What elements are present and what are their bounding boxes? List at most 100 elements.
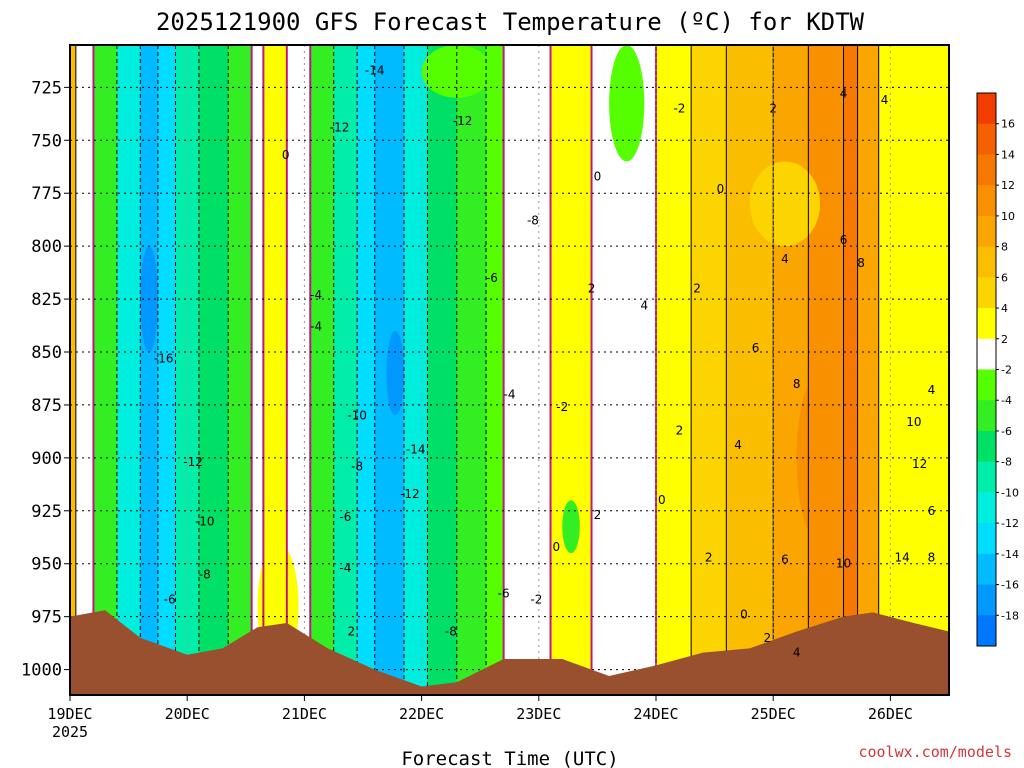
contour-label-15: 8 (857, 256, 865, 270)
contour-label-24: -2 (556, 400, 568, 414)
x-tick-label-0: 19DEC (47, 705, 92, 723)
chart-title: 2025121900 GFS Forecast Temperature (ºC)… (156, 8, 865, 36)
y-tick-label-3: 800 (31, 237, 62, 257)
temperature-band-12 (310, 45, 335, 695)
colorbar-label-7: 2 (1001, 333, 1008, 346)
colorbar-label-2: 12 (1001, 179, 1015, 192)
temperature-band-7 (198, 45, 229, 695)
temperature-band-20 (503, 45, 552, 695)
x-axis-label: Forecast Time (UTC) (401, 748, 618, 768)
colorbar-label-16: -18 (1001, 609, 1019, 622)
contour-label-11: 4 (640, 298, 648, 312)
colorbar-swatch-7 (977, 308, 996, 340)
contour-label-30: -14 (406, 442, 426, 456)
temperature-band-5 (157, 45, 176, 695)
contour-label-38: -10 (195, 514, 215, 528)
colorbar-swatch-13 (977, 492, 996, 524)
temperature-band-2 (93, 45, 118, 695)
contour-label-22: 8 (793, 377, 801, 391)
colorbar-swatch-3 (977, 185, 996, 217)
temperature-band-29 (857, 45, 880, 695)
y-tick-label-0: 725 (31, 78, 62, 98)
contour-label-48: -6 (164, 593, 176, 607)
contour-label-6: -2 (673, 102, 685, 116)
contour-label-37: 6 (928, 504, 936, 518)
y-tick-label-6: 875 (31, 396, 62, 416)
colorbar-swatch-4 (977, 215, 996, 248)
temperature-band-1 (75, 45, 94, 695)
temperature-band-0 (70, 45, 77, 695)
temperature-cell-6 (609, 45, 645, 162)
y-tick-label-5: 850 (31, 343, 62, 363)
temperature-band-26 (773, 45, 809, 695)
y-tick-label-7: 900 (31, 449, 62, 469)
colorbar-swatch-2 (977, 154, 996, 186)
temperature-cell-0 (386, 330, 405, 416)
x-tick-label-6: 25DEC (751, 705, 796, 723)
colorbar-swatch-14 (977, 523, 996, 555)
contour-label-52: 2 (347, 624, 355, 638)
colorbar-label-9: -4 (1001, 394, 1012, 407)
contour-label-49: -6 (498, 586, 510, 600)
contour-label-7: 2 (769, 102, 777, 116)
x-tick-label-4: 23DEC (516, 705, 561, 723)
colorbar-label-10: -6 (1001, 425, 1012, 438)
contour-label-44: 14 (894, 550, 909, 564)
temperature-band-24 (691, 45, 727, 695)
temperature-band-3 (116, 45, 141, 695)
surface-terrain (70, 610, 949, 695)
colorbar-label-11: -8 (1001, 456, 1012, 469)
contour-label-51: 0 (740, 608, 748, 622)
y-axis: 725 750 775 800 825 850 875 900 925 950 975 1000 (21, 78, 70, 681)
contour-label-28: 10 (906, 415, 921, 429)
colorbar-label-0: 16 (1001, 118, 1015, 131)
temperature-band-19 (486, 45, 505, 695)
contour-label-53: -8 (445, 624, 457, 638)
contour-label-55: 4 (793, 646, 801, 660)
contour-label-36: 2 (594, 508, 602, 522)
temperature-band-18 (456, 45, 487, 695)
colorbar: 16 14 12 10 8 6 4 2 -2 -4 -6 -8 -10 -12 -14 -16 -18 (976, 92, 1019, 647)
colorbar-label-14: -14 (1001, 548, 1019, 561)
contour-label-12: 2 (693, 281, 701, 295)
colorbar-swatch-16 (977, 584, 996, 616)
contour-label-10: 2 (588, 281, 596, 295)
plot-frame (69, 44, 950, 696)
grid-lines (70, 45, 949, 695)
contour-label-41: 2 (705, 550, 713, 564)
contour-label-14: 6 (840, 233, 848, 247)
credit-text: coolwx.com/models (858, 743, 1012, 761)
temperature-band-25 (726, 45, 774, 695)
colorbar-label-13: -12 (1001, 517, 1019, 530)
colorbar-swatch-10 (977, 400, 996, 432)
temperature-cell-3 (749, 161, 821, 247)
colorbar-swatch-0 (977, 93, 996, 125)
temperature-band-17 (427, 45, 458, 695)
y-tick-label-11: 1000 (21, 661, 62, 681)
x-tick-label-1: 20DEC (165, 705, 210, 723)
y-tick-label-10: 975 (31, 608, 62, 628)
temperature-cell-2 (562, 500, 580, 554)
temperature-band-21 (550, 45, 593, 695)
x-tick-label-2: 21DEC (282, 705, 327, 723)
x-axis: 19DEC 20DEC 21DEC 22DEC 23DEC 24DEC 25DEC 26DEC (47, 695, 913, 723)
contour-label-42: 6 (781, 552, 789, 566)
y-tick-label-9: 950 (31, 555, 62, 575)
contour-label-50: -2 (530, 593, 542, 607)
colorbar-swatch-11 (977, 430, 996, 463)
contour-lines (75, 45, 880, 695)
x-tick-label-7: 26DEC (868, 705, 913, 723)
temperature-band-16 (404, 45, 428, 695)
contour-label-19: -4 (310, 320, 322, 334)
contour-label-16: 4 (840, 87, 848, 101)
temperature-band-13 (333, 45, 358, 695)
contour-label-43: 10 (836, 557, 851, 571)
contour-label-9: -6 (486, 271, 498, 285)
colorbar-swatch-1 (977, 123, 996, 155)
temperature-band-23 (656, 45, 692, 695)
contour-label-2: -12 (330, 121, 350, 135)
contour-label-35: 0 (658, 493, 666, 507)
contour-label-39: -6 (339, 510, 351, 524)
temperature-band-14 (357, 45, 376, 695)
